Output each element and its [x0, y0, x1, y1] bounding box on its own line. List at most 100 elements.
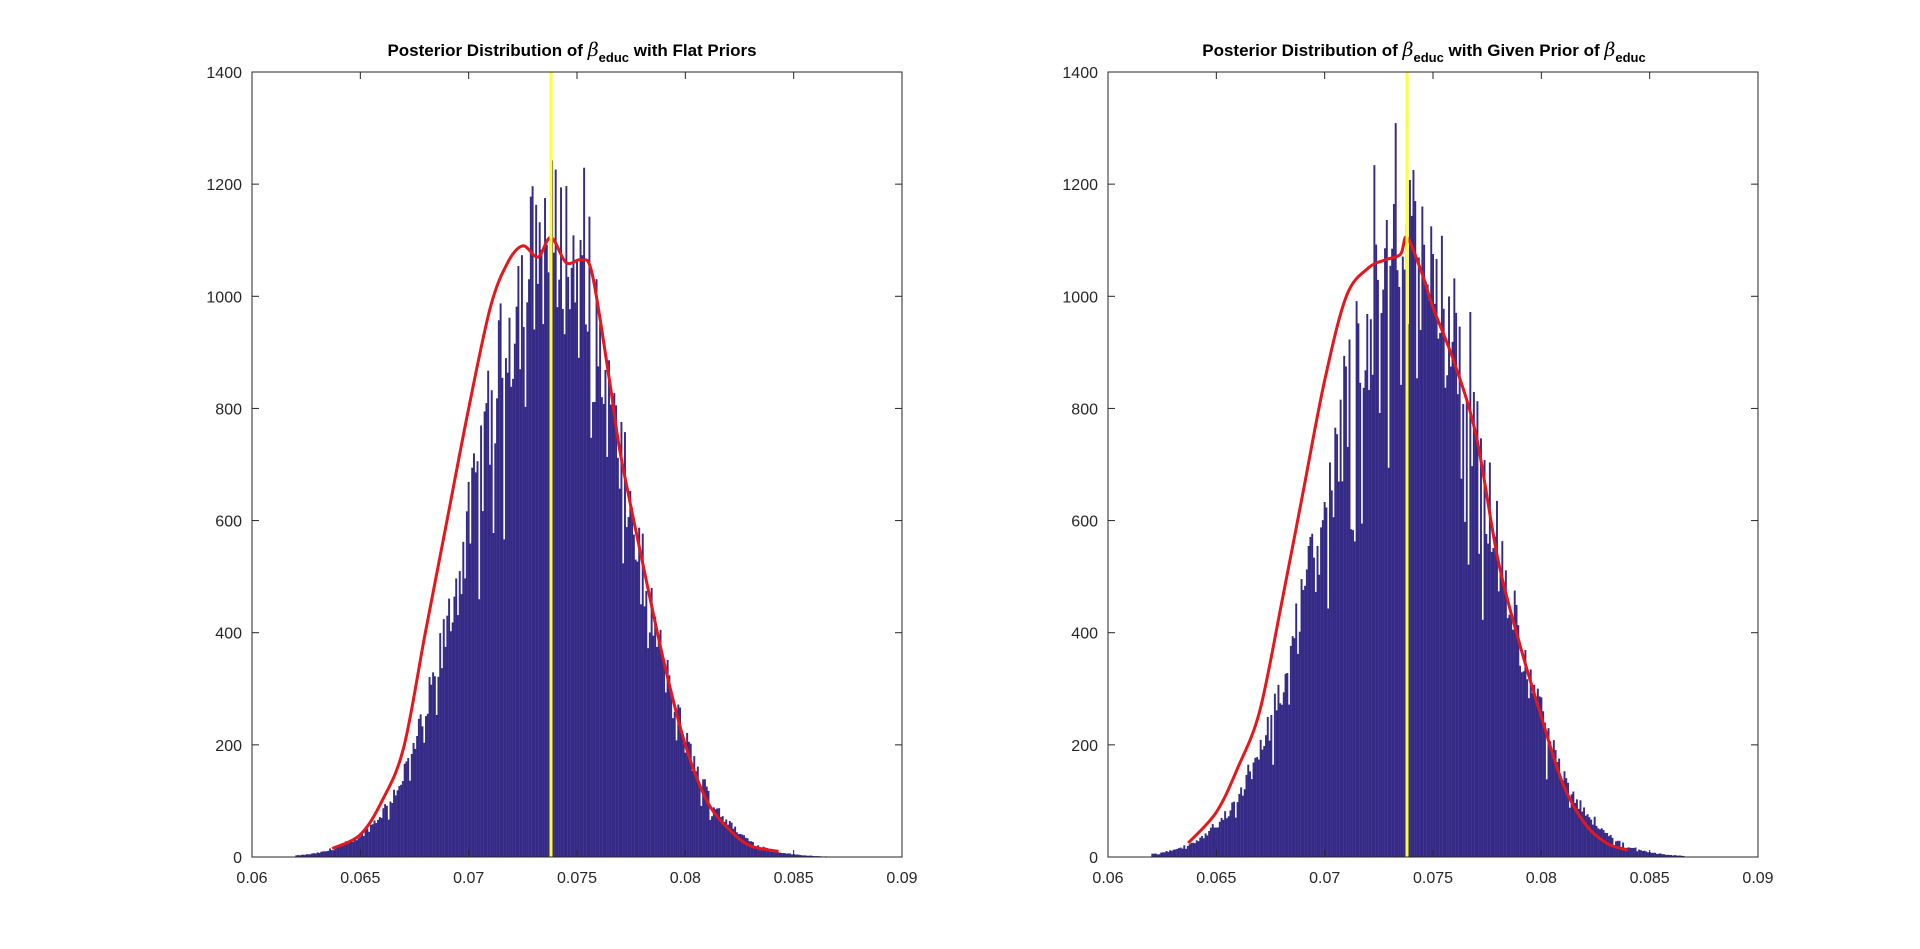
- histogram-bar: [1396, 270, 1399, 857]
- histogram-bar: [755, 848, 758, 857]
- histogram-bar: [1448, 296, 1450, 858]
- histogram-bar: [702, 779, 705, 857]
- histogram-bar: [1344, 366, 1347, 857]
- histogram-bar: [1336, 434, 1339, 857]
- histogram-bar: [1211, 824, 1214, 857]
- histogram-bar: [1574, 802, 1577, 857]
- histogram-bar: [1309, 536, 1312, 857]
- histogram-bar: [599, 324, 602, 857]
- histogram-bar: [451, 622, 454, 857]
- histogram-bar: [1195, 840, 1198, 857]
- histogram-bar: [1446, 375, 1449, 857]
- histogram-bar: [409, 780, 411, 857]
- histogram-bar: [526, 302, 529, 858]
- histogram-bar: [1286, 672, 1289, 857]
- histogram-bar: [423, 742, 426, 857]
- histogram-bar: [428, 677, 431, 857]
- histogram-bar: [1565, 778, 1568, 857]
- histogram-bar: [416, 735, 419, 857]
- histogram-bar: [458, 571, 461, 857]
- histogram-bar: [1515, 604, 1518, 857]
- histogram-bar: [1357, 323, 1360, 857]
- histogram-bar: [1277, 684, 1280, 857]
- histogram-bar: [1318, 574, 1321, 857]
- histogram-bar: [1467, 564, 1470, 857]
- histogram-bar: [1577, 808, 1580, 857]
- histogram-bar: [1417, 257, 1420, 857]
- histogram-bar: [1458, 326, 1461, 857]
- histogram-bar: [1682, 855, 1685, 857]
- histogram-bar: [430, 684, 433, 857]
- histogram-bar: [520, 255, 523, 857]
- histogram-bar: [1634, 847, 1637, 857]
- histogram-bar: [647, 648, 650, 857]
- histogram-bar: [449, 631, 452, 857]
- histogram-bar: [467, 481, 470, 857]
- histogram-bar: [801, 855, 804, 857]
- histogram-bar: [1384, 248, 1387, 857]
- histogram-bar: [1520, 672, 1523, 857]
- histogram-bar: [448, 598, 451, 857]
- histogram-bar: [584, 324, 587, 857]
- histogram-bar: [361, 832, 363, 857]
- histogram-bar: [624, 432, 626, 857]
- histogram-bar: [1641, 850, 1644, 857]
- histogram-bar: [554, 169, 557, 857]
- histogram-bar: [1535, 700, 1538, 857]
- histogram-bar: [1423, 244, 1426, 857]
- histogram-bar: [1321, 520, 1324, 857]
- histogram-bar: [1465, 399, 1468, 857]
- histogram-bar: [433, 676, 436, 857]
- histogram-bar: [808, 855, 811, 857]
- histogram-bar: [1570, 794, 1573, 857]
- histogram-bar: [339, 846, 342, 857]
- histogram-bar: [1334, 427, 1337, 857]
- histogram-bar: [597, 366, 600, 857]
- plot-flat-priors: 0.06 0.065 0.07 0.075 0.08 0.085 0.09 0 200 400 60…: [206, 39, 917, 887]
- title-subscript: educ: [1413, 50, 1443, 65]
- histogram-bar: [403, 763, 406, 857]
- histogram-bar: [547, 272, 550, 858]
- histogram-bar: [1593, 816, 1596, 857]
- histogram-bar: [1311, 533, 1314, 857]
- histogram-bar: [1217, 827, 1219, 857]
- histogram-bar: [393, 789, 395, 857]
- histogram-bar: [1444, 387, 1447, 857]
- histogram-bar: [1172, 849, 1175, 857]
- histogram-bar: [1245, 774, 1248, 857]
- histogram-bar: [396, 790, 399, 857]
- histogram-bar: [1668, 854, 1671, 857]
- histogram-bar: [641, 533, 644, 857]
- histogram-bar: [519, 369, 522, 857]
- histogram-bar: [506, 372, 509, 857]
- histogram-bar: [769, 849, 772, 857]
- histogram-bar: [707, 790, 710, 857]
- histogram-bar: [1558, 758, 1561, 857]
- histogram-bar: [1464, 521, 1466, 857]
- histogram-bar: [1547, 728, 1550, 857]
- histogram-bar: [753, 847, 756, 857]
- histogram-bar: [1273, 693, 1276, 857]
- histogram-bar: [1400, 384, 1402, 857]
- histogram-bar: [1327, 608, 1330, 857]
- histogram-bar: [1488, 462, 1491, 857]
- histogram-bar: [1556, 762, 1559, 857]
- histogram-bar: [1575, 799, 1578, 857]
- histogram-bar: [1456, 394, 1459, 857]
- histogram-bar: [1536, 688, 1539, 857]
- histogram-bar: [369, 824, 372, 857]
- histogram-bar: [1497, 591, 1500, 857]
- histogram-bar: [666, 659, 669, 857]
- histogram-bar: [1170, 850, 1173, 857]
- histogram-bar: [1579, 800, 1582, 857]
- histogram-bar: [586, 331, 589, 858]
- histogram-bar: [1343, 355, 1346, 857]
- histogram-bar: [1604, 832, 1607, 857]
- histogram-bar: [318, 852, 321, 857]
- histogram-bar: [366, 828, 369, 857]
- histogram-bar: [1204, 833, 1207, 857]
- histogram-bar: [645, 590, 648, 857]
- title-beta-symbol: β: [587, 39, 599, 61]
- histogram-bar: [377, 819, 379, 857]
- histogram-bar: [764, 847, 767, 857]
